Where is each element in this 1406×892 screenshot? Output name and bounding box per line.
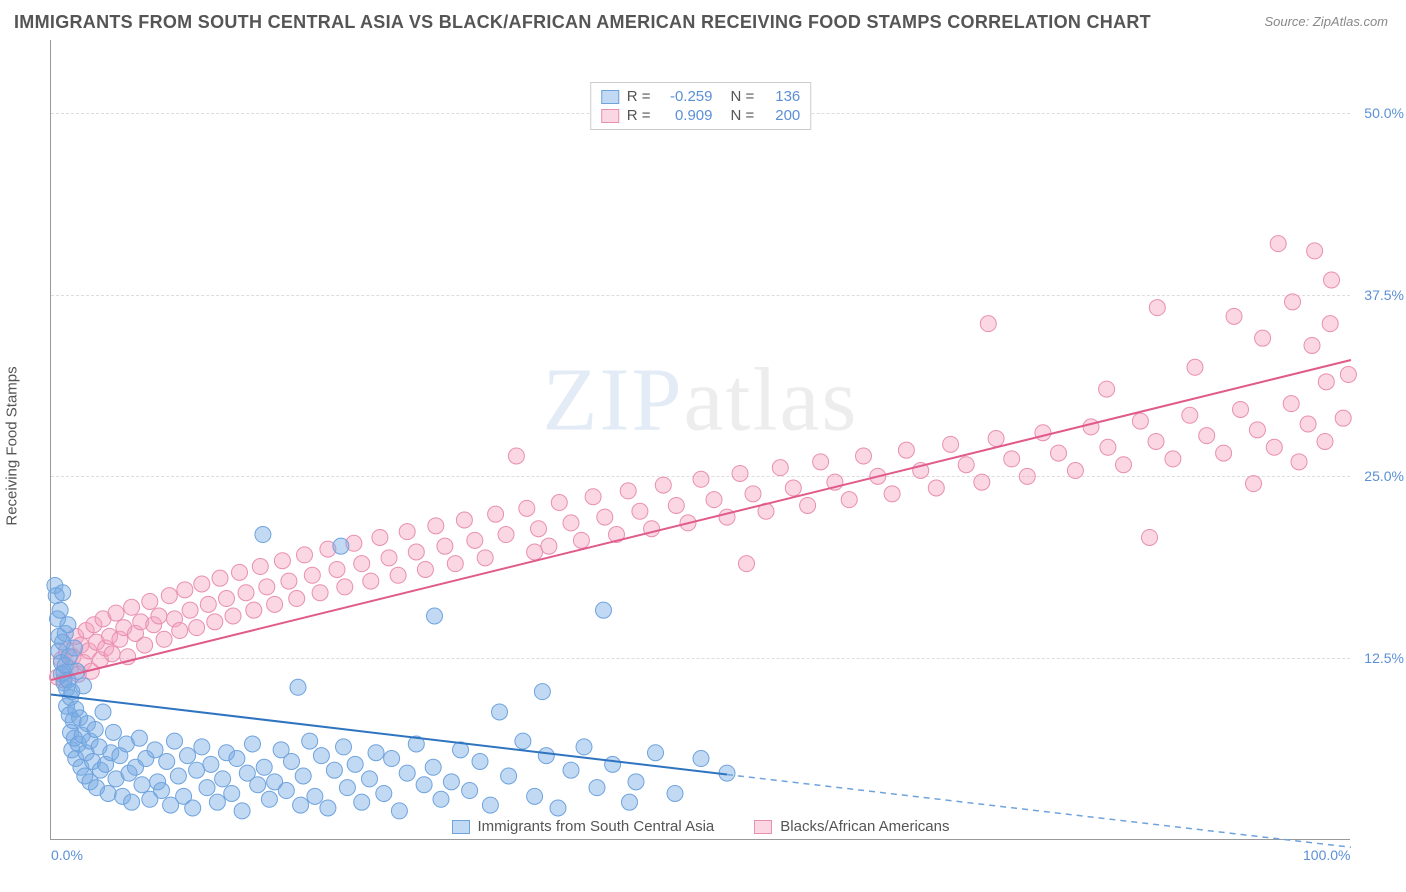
stats-swatch <box>601 109 619 123</box>
legend-swatch <box>452 820 470 834</box>
stats-swatch <box>601 90 619 104</box>
legend-label: Immigrants from South Central Asia <box>478 818 715 835</box>
stats-n-value: 200 <box>760 107 800 124</box>
stats-r-label: R = <box>627 107 651 124</box>
y-axis-label: Receiving Food Stamps <box>4 366 21 525</box>
legend-item: Blacks/African Americans <box>754 818 949 835</box>
trend-line <box>727 775 1351 848</box>
correlation-chart: IMMIGRANTS FROM SOUTH CENTRAL ASIA VS BL… <box>0 0 1406 892</box>
trend-line <box>51 695 727 775</box>
y-tick-label: 37.5% <box>1364 287 1404 303</box>
x-tick-label: 0.0% <box>51 847 83 863</box>
chart-title: IMMIGRANTS FROM SOUTH CENTRAL ASIA VS BL… <box>14 12 1151 33</box>
stats-r-value: -0.259 <box>657 88 713 105</box>
source-attribution: Source: ZipAtlas.com <box>1264 14 1388 29</box>
x-tick-label: 100.0% <box>1303 847 1350 863</box>
stats-r-label: R = <box>627 88 651 105</box>
trend-lines-layer <box>51 40 1350 839</box>
legend-swatch <box>754 820 772 834</box>
series-legend: Immigrants from South Central Asia Blacks… <box>444 818 958 835</box>
y-tick-label: 12.5% <box>1364 650 1404 666</box>
stats-r-value: 0.909 <box>657 107 713 124</box>
stats-row: R = 0.909 N = 200 <box>601 106 801 125</box>
y-tick-label: 25.0% <box>1364 468 1404 484</box>
y-tick-label: 50.0% <box>1364 105 1404 121</box>
stats-n-label: N = <box>731 107 755 124</box>
stats-n-label: N = <box>731 88 755 105</box>
stats-row: R = -0.259 N = 136 <box>601 87 801 106</box>
trend-line <box>51 360 1351 680</box>
stats-n-value: 136 <box>760 88 800 105</box>
plot-area: ZIPatlas R =-0.259N =136R =0.909N =200 I… <box>50 40 1350 840</box>
legend-label: Blacks/African Americans <box>780 818 949 835</box>
legend-item: Immigrants from South Central Asia <box>452 818 715 835</box>
correlation-stats-box: R = -0.259 N = 136 R = 0.909 N = 200 <box>590 82 812 130</box>
